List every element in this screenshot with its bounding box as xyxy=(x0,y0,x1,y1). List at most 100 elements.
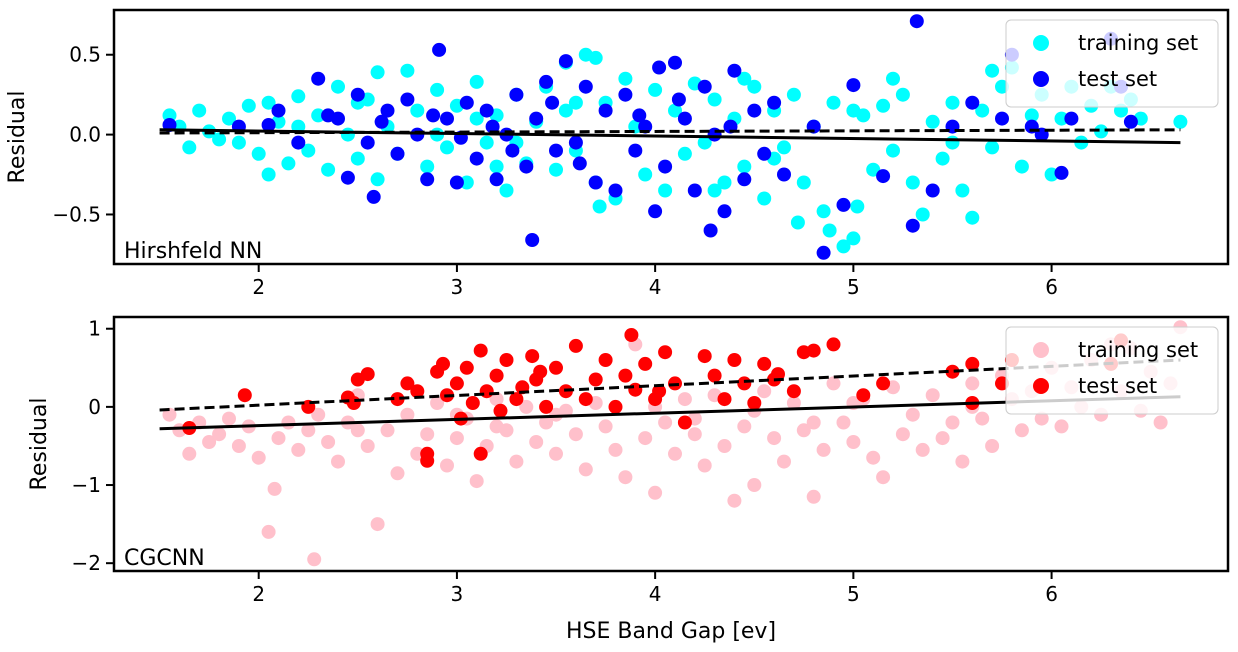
data-point xyxy=(786,384,801,399)
data-point xyxy=(301,143,316,158)
data-point xyxy=(420,453,435,468)
legend-marker xyxy=(1033,71,1049,87)
data-point xyxy=(747,79,762,94)
data-point xyxy=(1153,415,1168,430)
data-point xyxy=(806,415,821,430)
data-point xyxy=(380,103,395,118)
legend-marker xyxy=(1033,378,1049,394)
data-point xyxy=(400,407,415,422)
x-axis-label: HSE Band Gap [ev] xyxy=(566,619,776,644)
data-point xyxy=(261,167,276,182)
data-point xyxy=(876,98,891,113)
data-point xyxy=(360,439,375,453)
data-point xyxy=(945,415,960,430)
legend-box xyxy=(1005,326,1219,415)
data-point xyxy=(331,454,345,469)
data-point xyxy=(426,108,441,123)
data-point xyxy=(558,103,573,118)
data-point xyxy=(687,183,702,198)
data-point xyxy=(638,356,653,371)
y-tick-label: 0 xyxy=(88,395,101,419)
data-point xyxy=(658,159,673,174)
data-point xyxy=(529,111,544,126)
data-point xyxy=(525,349,540,364)
data-point xyxy=(648,485,663,500)
legend-label: test set xyxy=(1078,67,1157,91)
data-point xyxy=(473,446,488,461)
data-point xyxy=(697,349,712,364)
data-point xyxy=(568,338,583,353)
plot-area xyxy=(159,14,1188,260)
data-point xyxy=(1034,411,1049,426)
data-point xyxy=(350,423,365,438)
data-point xyxy=(935,151,950,166)
data-point xyxy=(366,189,381,204)
data-point xyxy=(826,337,841,352)
data-point xyxy=(618,87,633,102)
data-point xyxy=(965,356,980,371)
data-point xyxy=(767,431,782,446)
data-point xyxy=(648,82,663,97)
data-point xyxy=(479,103,494,118)
data-point xyxy=(757,384,772,399)
data-point xyxy=(231,135,246,150)
data-point xyxy=(340,170,355,185)
data-point xyxy=(469,151,484,166)
data-point xyxy=(652,384,667,399)
data-point xyxy=(658,345,673,360)
data-point xyxy=(493,403,508,418)
data-point xyxy=(886,143,900,158)
data-point xyxy=(925,388,940,403)
data-point xyxy=(360,367,375,382)
y-tick-label: −2 xyxy=(72,551,101,575)
data-point xyxy=(703,223,718,238)
data-point xyxy=(374,114,389,129)
data-point xyxy=(945,95,960,110)
data-point xyxy=(350,87,365,102)
x-tick-label: 6 xyxy=(1045,275,1058,299)
data-point xyxy=(568,427,583,442)
panel-label: Hirshfeld NN xyxy=(124,239,262,264)
y-axis-label: Residual xyxy=(5,91,30,184)
data-point xyxy=(717,175,732,190)
data-point xyxy=(757,146,772,161)
data-point xyxy=(489,392,504,407)
data-point xyxy=(697,458,712,473)
data-point xyxy=(995,111,1009,126)
data-point xyxy=(489,419,504,434)
data-point xyxy=(291,89,306,104)
data-point xyxy=(677,146,692,161)
data-point xyxy=(449,376,464,391)
data-point xyxy=(420,172,435,187)
data-point xyxy=(237,388,252,403)
data-point xyxy=(608,399,623,414)
data-point xyxy=(826,376,841,391)
data-point xyxy=(321,435,336,449)
data-point xyxy=(737,159,752,174)
data-point xyxy=(618,470,633,485)
data-point xyxy=(449,175,464,190)
data-point xyxy=(846,435,861,449)
data-point xyxy=(420,159,435,174)
data-point xyxy=(790,215,805,230)
data-point xyxy=(727,63,742,78)
data-point xyxy=(905,218,920,233)
data-point xyxy=(301,423,316,438)
data-point xyxy=(420,427,435,442)
data-point xyxy=(836,197,851,212)
data-point xyxy=(668,55,682,70)
y-tick-label: −0.5 xyxy=(52,202,101,226)
data-point xyxy=(846,231,861,246)
legend-label: training set xyxy=(1078,31,1198,55)
data-point xyxy=(578,392,593,407)
data-point xyxy=(856,388,871,403)
data-point xyxy=(671,92,686,107)
data-point xyxy=(806,343,821,358)
data-point xyxy=(846,78,861,93)
legend-marker xyxy=(1033,35,1049,51)
data-point xyxy=(1054,419,1069,434)
data-point xyxy=(886,71,900,86)
data-point xyxy=(965,95,980,110)
data-point xyxy=(727,493,742,508)
x-tick-label: 5 xyxy=(847,275,860,299)
